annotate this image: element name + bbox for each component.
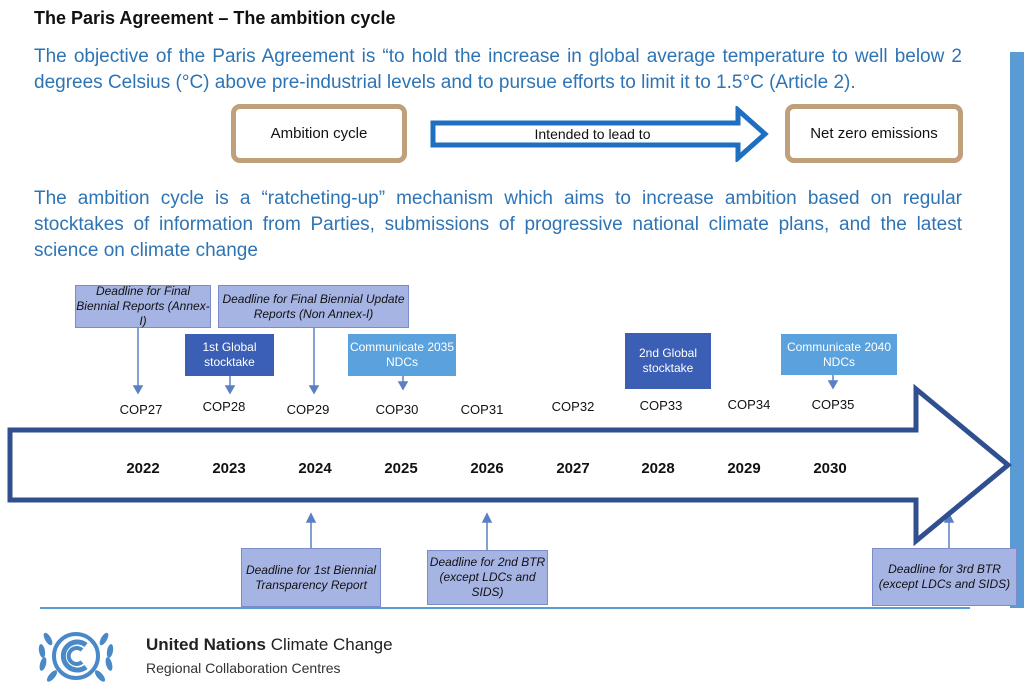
cop-label: COP35 bbox=[811, 397, 855, 412]
btr-2-deadline-box: Deadline for 2nd BTR (except LDCs and SI… bbox=[427, 550, 548, 605]
net-zero-box: Net zero emissions bbox=[785, 104, 963, 163]
cop-label: COP33 bbox=[639, 398, 683, 413]
btr-3-deadline-box: Deadline for 3rd BTR (except LDCs and SI… bbox=[872, 548, 1017, 606]
final-bur-deadline-label: Deadline for Final Biennial Update Repor… bbox=[222, 291, 405, 321]
ndc-2040-box: Communicate 2040 NDCs bbox=[781, 334, 897, 375]
footer-divider bbox=[40, 607, 970, 609]
year-label: 2024 bbox=[298, 460, 332, 477]
unfccc-logo-icon bbox=[38, 632, 114, 682]
ambition-paragraph: The ambition cycle is a “ratcheting-up” … bbox=[34, 188, 962, 261]
final-br-deadline-label: Deadline for Final Biennial Reports (Ann… bbox=[76, 284, 210, 328]
org-name: United Nations Climate Change bbox=[146, 635, 393, 655]
lead-arrow bbox=[430, 106, 769, 162]
timeline-arrow bbox=[7, 383, 1012, 547]
org-name-bold: United Nations bbox=[146, 635, 266, 654]
global-stocktake-1-box: 1st Global stocktake bbox=[185, 334, 274, 376]
ambition-cycle-box: Ambition cycle bbox=[231, 104, 407, 163]
ndc-2035-box: Communicate 2035 NDCs bbox=[348, 334, 456, 376]
ambition-cycle-label: Ambition cycle bbox=[270, 125, 368, 142]
year-label: 2027 bbox=[556, 460, 590, 477]
year-label: 2025 bbox=[384, 460, 418, 477]
year-label: 2022 bbox=[126, 460, 160, 477]
year-label: 2023 bbox=[212, 460, 246, 477]
objective-paragraph: The objective of the Paris Agreement is … bbox=[34, 46, 962, 93]
btr-2-deadline-label: Deadline for 2nd BTR (except LDCs and SI… bbox=[429, 555, 546, 599]
page-title: The Paris Agreement – The ambition cycle bbox=[34, 8, 396, 28]
global-stocktake-2-label: 2nd Global stocktake bbox=[638, 346, 698, 375]
cop-label: COP28 bbox=[202, 399, 246, 414]
cop-label: COP31 bbox=[460, 402, 504, 417]
global-stocktake-1-label: 1st Global stocktake bbox=[202, 340, 257, 369]
btr-1-deadline-box: Deadline for 1st Biennial Transparency R… bbox=[241, 548, 381, 607]
final-br-deadline-box: Deadline for Final Biennial Reports (Ann… bbox=[75, 284, 211, 328]
year-label: 2028 bbox=[641, 460, 675, 477]
cop-label: COP27 bbox=[119, 402, 163, 417]
global-stocktake-2-box: 2nd Global stocktake bbox=[625, 333, 711, 389]
year-label: 2029 bbox=[727, 460, 761, 477]
year-label: 2026 bbox=[470, 460, 504, 477]
ndc-2040-label: Communicate 2040 NDCs bbox=[786, 339, 892, 369]
cop-label: COP32 bbox=[551, 399, 595, 414]
net-zero-label: Net zero emissions bbox=[810, 125, 938, 142]
ndc-2035-label: Communicate 2035 NDCs bbox=[349, 340, 455, 369]
org-subtitle: Regional Collaboration Centres bbox=[146, 660, 341, 676]
year-label: 2030 bbox=[813, 460, 847, 477]
final-bur-deadline-box: Deadline for Final Biennial Update Repor… bbox=[218, 285, 409, 328]
btr-3-deadline-label: Deadline for 3rd BTR (except LDCs and SI… bbox=[878, 562, 1011, 591]
org-name-rest: Climate Change bbox=[270, 635, 393, 654]
cop-label: COP30 bbox=[375, 402, 419, 417]
cop-label: COP29 bbox=[286, 402, 330, 417]
lead-arrow-label: Intended to lead to bbox=[534, 126, 651, 142]
cop-label: COP34 bbox=[727, 397, 771, 412]
btr-1-deadline-label: Deadline for 1st Biennial Transparency R… bbox=[245, 562, 377, 592]
side-stripe bbox=[1010, 52, 1024, 608]
